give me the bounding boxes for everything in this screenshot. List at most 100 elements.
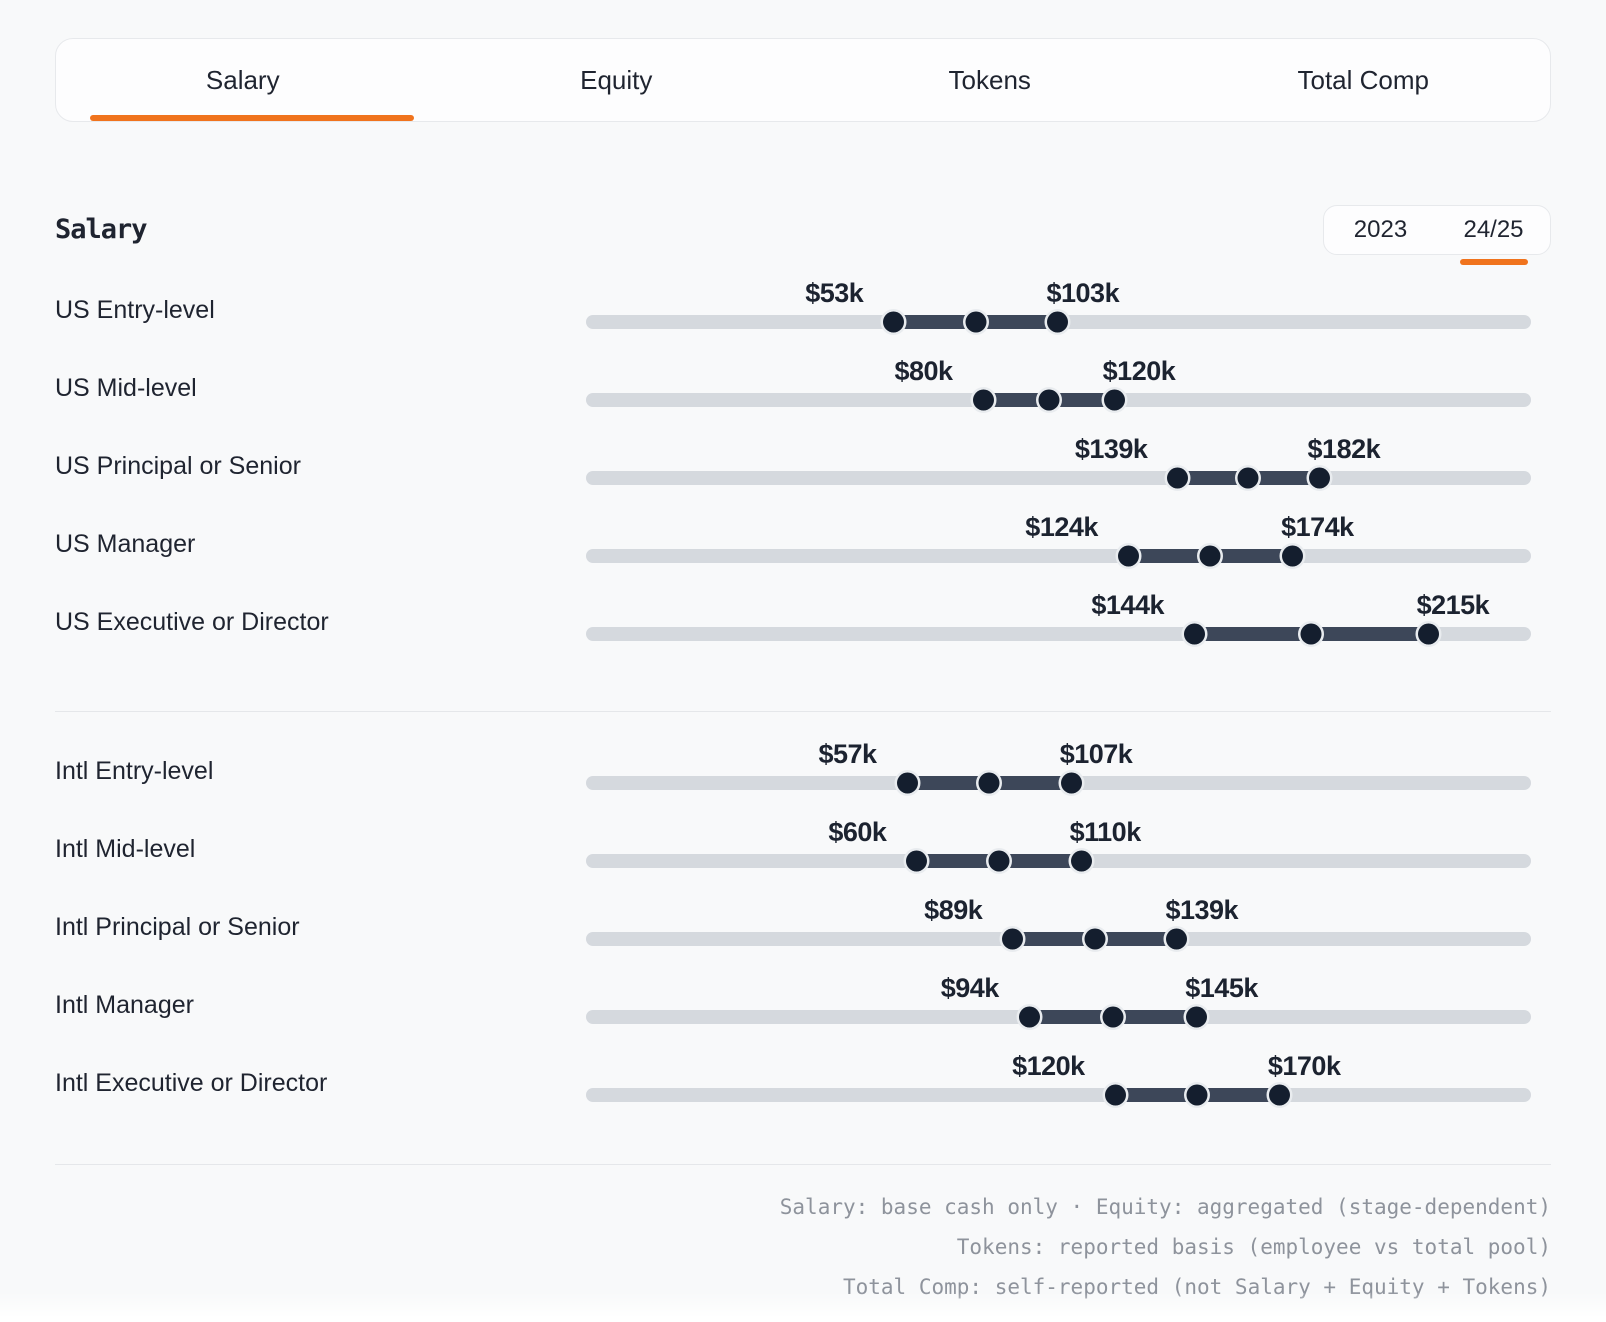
tab-equity[interactable]: Equity	[430, 39, 804, 121]
active-tab-underline	[90, 115, 414, 121]
footnote-line: Total Comp: self-reported (not Salary + …	[842, 1275, 1551, 1300]
salary-row-intl-mid-level: Intl Mid-level $60k $110k	[55, 790, 1551, 872]
year-toggle-2023[interactable]: 2023	[1324, 206, 1437, 254]
max-value-label: $107k	[1059, 739, 1133, 770]
range-slider: $139k $182k	[586, 407, 1531, 489]
range-start-dot	[1183, 623, 1205, 645]
tab-salary[interactable]: Salary	[56, 39, 430, 121]
range-start-dot	[896, 772, 918, 794]
row-label: US Executive or Director	[55, 608, 329, 637]
range-end-dot	[1070, 850, 1092, 872]
salary-row-intl-manager: Intl Manager $94k $145k	[55, 946, 1551, 1028]
range-slider: $53k $103k	[586, 251, 1531, 333]
tab-label: Equity	[580, 64, 653, 95]
slider-track	[586, 549, 1531, 564]
range-mid-dot	[978, 772, 1000, 794]
tab-tokens[interactable]: Tokens	[803, 39, 1177, 121]
range-start-dot	[1002, 928, 1024, 950]
min-value-label: $80k	[894, 356, 953, 387]
row-label: US Mid-level	[55, 374, 197, 403]
row-label: US Principal or Senior	[55, 452, 301, 481]
range-end-dot	[1060, 772, 1082, 794]
footnote-line: Salary: base cash only · Equity: aggrega…	[779, 1195, 1551, 1220]
active-year-underline	[1459, 258, 1528, 265]
salary-row-us-entry-level: US Entry-level $53k $103k	[55, 251, 1551, 333]
page-title: Salary	[55, 214, 148, 246]
slider-track	[586, 471, 1531, 486]
min-value-label: $144k	[1091, 590, 1164, 621]
row-label: Intl Entry-level	[55, 757, 214, 786]
min-value-label: $120k	[1012, 1051, 1085, 1082]
row-label: Intl Mid-level	[55, 835, 196, 864]
range-slider: $94k $145k	[586, 946, 1531, 1028]
year-toggle-label: 2023	[1353, 215, 1408, 243]
footer-divider	[55, 1164, 1551, 1166]
salary-row-intl-executive-or-director: Intl Executive or Director $120k $170k	[55, 1024, 1551, 1106]
range-start-dot	[906, 850, 928, 872]
range-start-dot	[1104, 1084, 1126, 1106]
us-group: US Entry-level $53k $103k US Mid-level $80k $…	[55, 251, 1551, 645]
min-value-label: $60k	[828, 817, 887, 848]
tab-label: Salary	[205, 64, 280, 95]
min-value-label: $89k	[924, 895, 983, 926]
slider-range	[895, 772, 1083, 794]
row-label: US Entry-level	[55, 296, 215, 325]
tab-label: Tokens	[948, 64, 1031, 95]
range-start-dot	[883, 311, 905, 333]
range-end-dot	[1417, 623, 1439, 645]
slider-range	[1182, 623, 1440, 645]
year-toggle-24-25[interactable]: 24/25	[1437, 206, 1550, 265]
min-value-label: $124k	[1025, 512, 1098, 543]
intl-group: Intl Entry-level $57k $107k Intl Mid-level $…	[55, 712, 1551, 1106]
range-slider: $120k $170k	[586, 1024, 1531, 1106]
year-toggle: 2023 24/25	[1323, 204, 1551, 265]
range-end-dot	[1103, 389, 1125, 411]
range-start-dot	[1018, 1006, 1040, 1028]
range-slider: $57k $107k	[586, 712, 1531, 794]
max-value-label: $139k	[1165, 895, 1239, 926]
footnote-line: Tokens: reported basis (employee vs tota…	[956, 1235, 1551, 1260]
range-mid-dot	[1300, 623, 1322, 645]
max-value-label: $170k	[1267, 1051, 1341, 1082]
range-start-dot	[972, 389, 994, 411]
min-value-label: $53k	[805, 278, 864, 309]
range-mid-dot	[1038, 389, 1060, 411]
tab-label: Total Comp	[1297, 64, 1430, 95]
range-slider: $144k $215k	[586, 563, 1531, 645]
section-header: Salary 2023 24/25	[55, 196, 1551, 265]
salary-chart: US Entry-level $53k $103k US Mid-level $80k $…	[55, 251, 1551, 1106]
tab-total-comp[interactable]: Total Comp	[1177, 39, 1551, 121]
range-end-dot	[1166, 928, 1188, 950]
range-start-dot	[1117, 545, 1139, 567]
slider-track	[586, 1088, 1531, 1103]
slider-range	[1116, 545, 1305, 567]
salary-row-us-manager: US Manager $124k $174k	[55, 485, 1551, 567]
range-mid-dot	[1186, 1084, 1208, 1106]
range-end-dot	[1268, 1084, 1290, 1106]
range-end-dot	[1308, 467, 1330, 489]
max-value-label: $103k	[1046, 278, 1120, 309]
slider-range	[1103, 1084, 1291, 1106]
range-slider: $124k $174k	[586, 485, 1531, 567]
range-slider: $80k $120k	[586, 329, 1531, 411]
range-start-dot	[1167, 467, 1189, 489]
range-slider: $60k $110k	[586, 790, 1531, 872]
slider-range	[882, 311, 1070, 333]
max-value-label: $110k	[1069, 817, 1142, 848]
range-slider: $89k $139k	[586, 868, 1531, 950]
range-mid-dot	[965, 311, 987, 333]
range-mid-dot	[1237, 467, 1259, 489]
range-end-dot	[1047, 311, 1069, 333]
range-mid-dot	[1199, 545, 1221, 567]
salary-row-intl-principal-or-senior: Intl Principal or Senior $89k $139k	[55, 868, 1551, 950]
range-end-dot	[1282, 545, 1304, 567]
max-value-label: $182k	[1307, 434, 1381, 465]
max-value-label: $174k	[1281, 512, 1354, 543]
salary-row-us-mid-level: US Mid-level $80k $120k	[55, 329, 1551, 411]
footnotes: Salary: base cash only · Equity: aggrega…	[55, 1187, 1551, 1307]
row-label: Intl Manager	[55, 991, 194, 1020]
salary-row-intl-entry-level: Intl Entry-level $57k $107k	[55, 712, 1551, 794]
row-label: Intl Principal or Senior	[55, 913, 300, 942]
range-mid-dot	[1084, 928, 1106, 950]
